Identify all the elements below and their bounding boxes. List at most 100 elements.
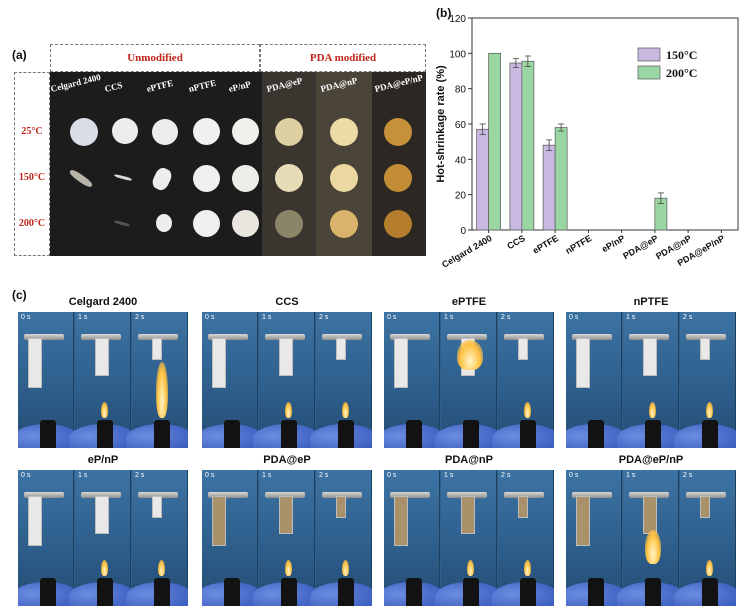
time-label: 1 s xyxy=(78,314,88,321)
clamp-rod xyxy=(138,492,178,498)
legend-swatch-0 xyxy=(637,47,661,62)
separator-strip xyxy=(394,338,408,388)
y-axis-label: Hot-shrinkage rate (%) xyxy=(435,65,447,183)
row-label-25c: 25°C xyxy=(21,126,43,137)
clamp-rod xyxy=(208,334,248,340)
frame-1: 1 s xyxy=(69,312,137,448)
frame-2: 2 s xyxy=(126,470,188,606)
clamp-rod xyxy=(572,334,612,340)
time-label: 1 s xyxy=(262,472,272,479)
burn-test-1: CCS 0 s 1 s 2 s xyxy=(202,296,372,450)
frame-0: 0 s xyxy=(202,312,264,448)
disk-epnp-150 xyxy=(232,165,259,192)
time-label: 1 s xyxy=(444,472,454,479)
separator-strip xyxy=(152,496,162,518)
disk-pda-np-25 xyxy=(330,118,358,146)
clamp-rod xyxy=(447,334,487,340)
separator-strip xyxy=(279,338,293,376)
frame-0: 0 s xyxy=(566,312,628,448)
lighter xyxy=(338,420,354,448)
burn-test-3: nPTFE 0 s 1 s 2 s xyxy=(566,296,736,450)
separator-strip xyxy=(576,496,590,546)
col-label-celgard: Celgard 2400 xyxy=(49,71,102,94)
frame-1: 1 s xyxy=(69,470,137,606)
time-label: 0 s xyxy=(205,472,215,479)
lighter xyxy=(520,420,536,448)
frame-2: 2 s xyxy=(310,470,372,606)
separator-strip xyxy=(643,496,657,534)
flame xyxy=(649,402,656,418)
clamp-rod xyxy=(81,334,121,340)
separator-strip xyxy=(461,496,475,534)
burn-test-frames: 0 s 1 s 2 s xyxy=(202,312,372,448)
frame-1: 1 s xyxy=(253,470,321,606)
group-box-pda xyxy=(260,44,426,72)
shrunk-ccs-150 xyxy=(113,173,133,182)
flame xyxy=(524,402,531,418)
y-tick-label-6: 120 xyxy=(449,14,466,25)
flame xyxy=(706,402,713,418)
time-label: 2 s xyxy=(501,472,511,479)
y-tick-label-3: 60 xyxy=(455,120,467,131)
lighter xyxy=(40,420,56,448)
flame xyxy=(645,530,661,564)
time-label: 2 s xyxy=(683,472,693,479)
group-label-pda: PDA modified xyxy=(309,52,377,64)
group-box-unmodified xyxy=(50,44,260,72)
time-label: 1 s xyxy=(78,472,88,479)
burn-test-frames: 0 s 1 s 2 s xyxy=(384,312,554,448)
frame-0: 0 s xyxy=(384,312,446,448)
flame xyxy=(342,402,349,418)
lighter xyxy=(224,420,240,448)
time-label: 2 s xyxy=(501,314,511,321)
separator-strip xyxy=(152,338,162,360)
burn-test-title: CCS xyxy=(275,296,299,308)
time-label: 2 s xyxy=(135,314,145,321)
clamp-rod xyxy=(504,492,544,498)
clamp-rod xyxy=(24,492,64,498)
burn-test-2: ePTFE 0 s 1 s 2 s xyxy=(384,296,554,450)
bar-0-1 xyxy=(509,62,523,231)
burn-test-7: PDA@eP/nP 0 s 1 s 2 s xyxy=(566,454,736,608)
clamp-rod xyxy=(24,334,64,340)
membrane-photo: Celgard 2400 CCS ePTFE nPTFE eP/nP PDA@e… xyxy=(19,71,426,256)
burn-test-title: ePTFE xyxy=(451,296,487,308)
lighter xyxy=(588,578,604,606)
bar-0-2 xyxy=(542,144,556,231)
y-tick-label-2: 40 xyxy=(455,155,467,166)
frame-0: 0 s xyxy=(18,470,80,606)
row-label-box xyxy=(14,72,50,256)
lighter xyxy=(702,420,718,448)
y-tick-label-5: 100 xyxy=(449,49,466,60)
lighter xyxy=(645,578,661,606)
clamp-rod xyxy=(322,492,362,498)
x-tick-label-0: Celgard 2400 xyxy=(440,233,494,270)
lighter xyxy=(645,420,661,448)
clamp-rod xyxy=(265,334,305,340)
separator-strip xyxy=(28,338,42,388)
panel-b-label: (b) xyxy=(436,6,452,20)
disk-pda-np-150 xyxy=(330,164,358,192)
burn-test-frames: 0 s 1 s 2 s xyxy=(202,470,372,606)
disk-pda-epnp-25 xyxy=(384,118,412,146)
lighter xyxy=(281,420,297,448)
separator-strip xyxy=(518,496,528,518)
frame-0: 0 s xyxy=(566,470,628,606)
clamp-rod xyxy=(629,334,669,340)
x-tick-label-2: ePTFE xyxy=(531,233,560,256)
time-label: 1 s xyxy=(262,314,272,321)
bar-0-0 xyxy=(476,128,490,231)
time-label: 2 s xyxy=(135,472,145,479)
separator-strip xyxy=(212,338,226,388)
lighter xyxy=(406,578,422,606)
disk-pda-epnp-200 xyxy=(384,210,412,238)
group-label-unmodified: Unmodified xyxy=(127,52,183,64)
frame-2: 2 s xyxy=(674,470,736,606)
clamp-rod xyxy=(390,334,430,340)
frame-2: 2 s xyxy=(310,312,372,448)
burn-test-title: PDA@nP xyxy=(444,454,493,466)
chart-svg: 0 20 40 60 80 100 120 Celgard 2400 CCS ePTFE nPTFE… xyxy=(435,14,739,270)
lighter xyxy=(463,420,479,448)
row-label-200c: 200°C xyxy=(18,218,46,229)
separator-strip xyxy=(95,496,109,534)
